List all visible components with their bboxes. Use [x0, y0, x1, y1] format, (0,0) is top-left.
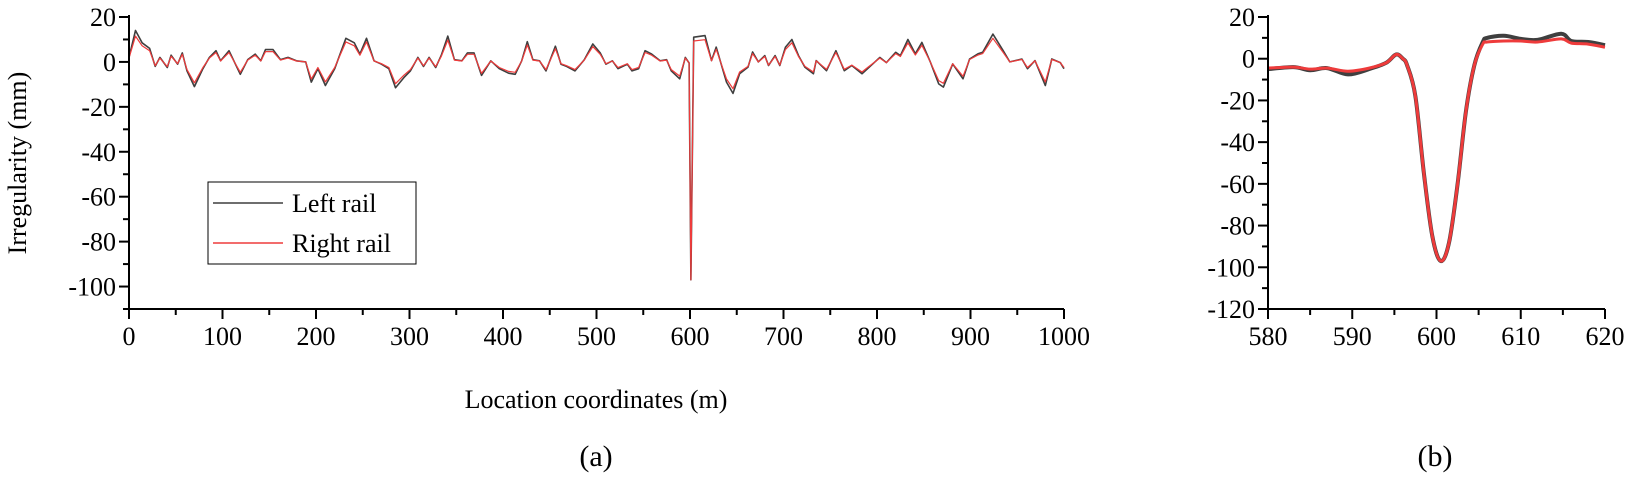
x-tick-label: 700 [764, 322, 803, 351]
panel-a-plot: 200-20-40-60-80-1000 100 200 300 400 500 600 70… [68, 3, 1090, 351]
panel-label-b: (b) [1418, 440, 1453, 473]
x-tick-label: 600 [671, 322, 710, 351]
x-tick-label: 590 [1333, 322, 1372, 351]
y-tick-label: -120 [1207, 295, 1255, 324]
series-line-right-rail [128, 35, 1065, 281]
y-tick-label: 20 [90, 3, 116, 32]
x-tick-label: 100 [203, 322, 242, 351]
x-tick-label: 500 [577, 322, 616, 351]
x-tick-label: 800 [858, 322, 897, 351]
series-line-right-rail [1267, 37, 1606, 263]
panel-label-a: (a) [579, 440, 612, 473]
y-tick-label: -20 [81, 93, 116, 122]
panel-a-irregularity-chart: Irregularity (mm) Location coordinates (… [3, 3, 1090, 473]
y-tick-label: 20 [1229, 3, 1255, 32]
x-tick-label: 300 [390, 322, 429, 351]
x-tick-label: 0 [123, 322, 136, 351]
x-tick-label: 1000 [1038, 322, 1090, 351]
x-axis-title: Location coordinates (m) [465, 385, 728, 414]
y-tick-label: 0 [1242, 45, 1255, 74]
x-tick-label: 200 [297, 322, 336, 351]
x-tick-label: 580 [1249, 322, 1288, 351]
legend: Left rail Right rail [207, 181, 417, 265]
x-tick-label: 610 [1501, 322, 1540, 351]
legend-label-right-rail: Right rail [292, 229, 391, 258]
legend-box [207, 181, 417, 265]
x-tick-label: 900 [951, 322, 990, 351]
y-tick-label: -40 [81, 138, 116, 167]
y-tick-label: -60 [81, 183, 116, 212]
y-tick-label: -60 [1220, 170, 1255, 199]
y-tick-label: -80 [1220, 212, 1255, 241]
y-tick-label: -80 [81, 228, 116, 257]
y-tick-label: -20 [1220, 86, 1255, 115]
y-tick-label: 0 [103, 48, 116, 77]
series-line-left-rail [128, 29, 1065, 281]
x-tick-label: 600 [1417, 322, 1456, 351]
y-tick-label: -100 [1207, 253, 1255, 282]
legend-label-left-rail: Left rail [292, 189, 376, 218]
y-tick-label: -100 [68, 273, 116, 302]
y-axis-title: Irregularity (mm) [3, 72, 32, 255]
y-tick-label: -40 [1220, 128, 1255, 157]
x-tick-label: 400 [484, 322, 523, 351]
x-tick-label: 620 [1586, 322, 1625, 351]
